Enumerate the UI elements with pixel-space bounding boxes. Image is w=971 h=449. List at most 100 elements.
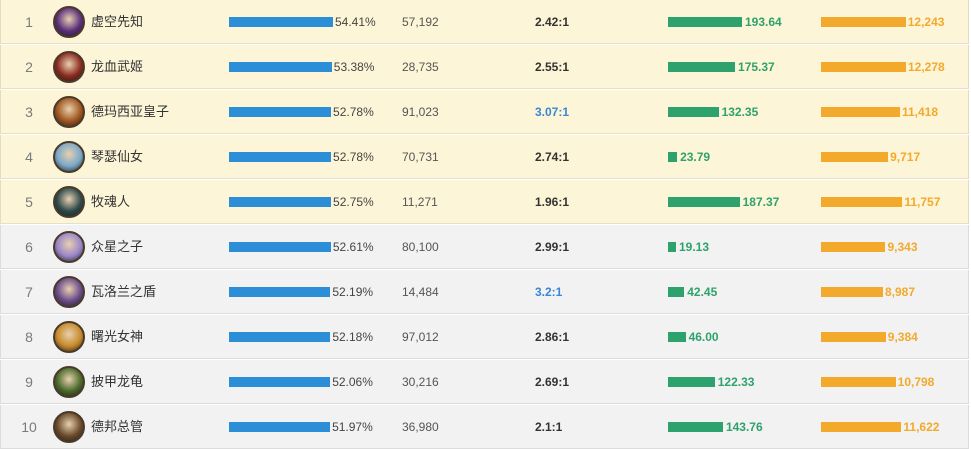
rank-number: 5 (25, 194, 33, 210)
games-count: 28,735 (402, 60, 439, 74)
hero-avatar[interactable] (53, 51, 85, 83)
hero-name[interactable]: 曙光女神 (91, 329, 144, 344)
kda-ratio: 3.2:1 (535, 285, 563, 299)
kda-ratio: 1.96:1 (535, 195, 570, 209)
win-rate-value: 51.97% (332, 420, 373, 434)
hero-name[interactable]: 众星之子 (91, 239, 144, 254)
metric-a-value: 46.00 (688, 330, 719, 344)
games-count: 14,484 (402, 285, 439, 299)
hero-avatar[interactable] (53, 6, 85, 38)
games-count: 91,023 (402, 105, 439, 119)
win-rate-bar (229, 242, 331, 252)
table-row[interactable]: 7 瓦洛兰之盾 52.19% 14,484 3.2:1 42.45 8,987 (0, 270, 969, 314)
metric-b-bar (821, 197, 903, 207)
kda-ratio: 2.1:1 (535, 420, 563, 434)
rank-number: 9 (25, 374, 33, 390)
metric-a-value: 143.76 (725, 420, 763, 434)
metric-a-value: 132.35 (721, 105, 759, 119)
rank-number: 6 (25, 239, 33, 255)
metric-a-bar (668, 17, 742, 27)
hero-name[interactable]: 德邦总管 (91, 419, 144, 434)
metric-b-value: 9,717 (890, 150, 921, 164)
win-rate-bar (229, 377, 331, 387)
kda-ratio: 2.55:1 (535, 60, 570, 74)
metric-a-bar (668, 197, 740, 207)
hero-avatar[interactable] (53, 141, 85, 173)
table-row[interactable]: 10 德邦总管 51.97% 36,980 2.1:1 143.76 11,622 (0, 405, 969, 449)
win-rate-bar (229, 332, 331, 342)
win-rate-value: 52.06% (332, 375, 373, 389)
metric-b-bar (821, 242, 886, 252)
metric-b-value: 11,418 (901, 105, 939, 119)
win-rate-value: 52.19% (332, 285, 374, 299)
table-row[interactable]: 2 龙血武姬 53.38% 28,735 2.55:1 175.37 12,278 (0, 45, 969, 89)
metric-a-value: 42.45 (687, 285, 718, 299)
kda-ratio: 2.86:1 (535, 330, 570, 344)
metric-a-value: 175.37 (738, 60, 775, 74)
metric-b-value: 9,384 (887, 330, 918, 344)
win-rate-bar (229, 152, 332, 162)
hero-name[interactable]: 瓦洛兰之盾 (91, 284, 157, 299)
table-row[interactable]: 9 披甲龙龟 52.06% 30,216 2.69:1 122.33 10,798 (0, 360, 969, 404)
metric-b-value: 12,243 (907, 15, 945, 29)
win-rate-value: 52.61% (332, 240, 374, 254)
rank-number: 1 (25, 14, 33, 30)
metric-a-bar (668, 107, 719, 117)
hero-avatar[interactable] (53, 366, 85, 398)
hero-name[interactable]: 德玛西亚皇子 (91, 104, 170, 119)
metric-b-bar (821, 287, 883, 297)
win-rate-value: 52.78% (333, 150, 374, 164)
metric-a-bar (668, 422, 723, 432)
win-rate-value: 54.41% (335, 15, 376, 29)
games-count: 57,192 (402, 15, 439, 29)
rank-number: 7 (25, 284, 33, 300)
win-rate-bar (229, 62, 332, 72)
metric-a-bar (668, 287, 685, 297)
hero-avatar[interactable] (53, 276, 85, 308)
table-row[interactable]: 6 众星之子 52.61% 80,100 2.99:1 19.13 9,343 (0, 225, 969, 269)
table-row[interactable]: 4 琴瑟仙女 52.78% 70,731 2.74:1 23.79 9,717 (0, 135, 969, 179)
metric-a-bar (668, 152, 678, 162)
hero-name[interactable]: 披甲龙龟 (91, 374, 144, 389)
hero-name[interactable]: 牧魂人 (91, 194, 131, 209)
hero-name[interactable]: 龙血武姬 (91, 59, 144, 74)
metric-b-value: 9,343 (887, 240, 918, 254)
table-row[interactable]: 1 虚空先知 54.41% 57,192 2.42:1 193.64 12,243 (0, 0, 969, 44)
rank-number: 10 (21, 419, 37, 435)
games-count: 11,271 (402, 195, 438, 209)
win-rate-value: 52.78% (333, 105, 374, 119)
games-count: 36,980 (402, 420, 439, 434)
hero-avatar[interactable] (53, 96, 85, 128)
metric-a-value: 122.33 (717, 375, 755, 389)
metric-a-value: 19.13 (679, 240, 710, 254)
games-count: 70,731 (402, 150, 439, 164)
win-rate-bar (229, 287, 331, 297)
games-count: 80,100 (402, 240, 439, 254)
win-rate-value: 53.38% (333, 60, 375, 74)
hero-avatar[interactable] (53, 321, 85, 353)
games-count: 97,012 (402, 330, 439, 344)
games-count: 30,216 (402, 375, 439, 389)
rank-number: 4 (25, 149, 33, 165)
hero-name[interactable]: 琴瑟仙女 (91, 149, 144, 164)
win-rate-bar (229, 422, 331, 432)
hero-avatar[interactable] (53, 186, 85, 218)
metric-b-value: 12,278 (908, 60, 945, 74)
table-row[interactable]: 8 曙光女神 52.18% 97,012 2.86:1 46.00 9,384 (0, 315, 969, 359)
table-row[interactable]: 3 德玛西亚皇子 52.78% 91,023 3.07:1 132.35 11,418 (0, 90, 969, 134)
kda-ratio: 2.99:1 (535, 240, 570, 254)
metric-b-bar (821, 377, 896, 387)
metric-a-bar (668, 332, 686, 342)
kda-ratio: 2.69:1 (535, 375, 570, 389)
win-rate-bar (229, 107, 332, 117)
kda-ratio: 2.74:1 (535, 150, 570, 164)
hero-avatar[interactable] (53, 411, 85, 443)
table-row[interactable]: 5 牧魂人 52.75% 11,271 1.96:1 187.37 11,757 (0, 180, 969, 224)
metric-a-value: 23.79 (680, 150, 711, 164)
hero-name[interactable]: 虚空先知 (91, 14, 144, 29)
win-rate-bar (229, 17, 333, 27)
win-rate-value: 52.18% (332, 330, 374, 344)
metric-b-bar (821, 107, 900, 117)
hero-avatar[interactable] (53, 231, 85, 263)
